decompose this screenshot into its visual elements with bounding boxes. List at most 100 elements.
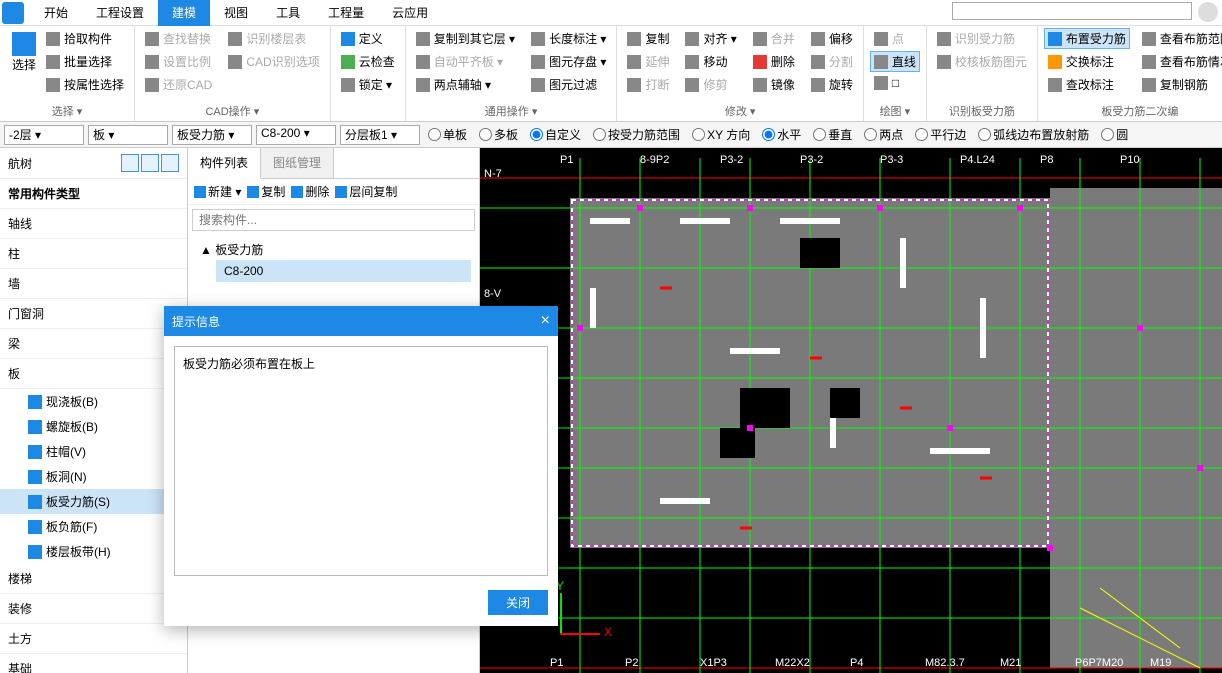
category-轴线[interactable]: 轴线 <box>0 209 187 239</box>
tool-复制[interactable]: 复制 <box>247 183 285 200</box>
menu-工程量[interactable]: 工程量 <box>314 0 378 26</box>
ribbon-合并[interactable]: 合并 <box>749 28 799 49</box>
ribbon-直线[interactable]: 直线 <box>870 51 920 72</box>
tool-新建[interactable]: 新建 ▾ <box>194 183 241 200</box>
ribbon-查找替换[interactable]: 查找替换 <box>141 28 216 49</box>
view-mode-buttons[interactable] <box>121 154 179 172</box>
ribbon-自动平齐板[interactable]: 自动平齐板 ▾ <box>412 51 519 72</box>
component-search-input[interactable] <box>192 209 475 231</box>
ribbon-CAD识别选项[interactable]: CAD识别选项 <box>224 51 323 72</box>
category-梁[interactable]: 梁 <box>0 329 187 359</box>
ribbon-交换标注[interactable]: 交换标注 <box>1044 51 1130 72</box>
user-avatar[interactable] <box>1198 2 1218 22</box>
ribbon-识别受力筋[interactable]: 识别受力筋 <box>933 28 1031 49</box>
ribbon-复制到其它层[interactable]: 复制到其它层 ▾ <box>412 28 519 49</box>
radio-多板[interactable]: 多板 <box>475 126 522 143</box>
grid-label-top: P3-2 <box>800 154 823 166</box>
category-common[interactable]: 常用构件类型 <box>0 179 187 209</box>
radio-平行边[interactable]: 平行边 <box>911 126 970 143</box>
drawing-canvas[interactable]: P18-9P2P3-2P3-2P3-3P4.L24P8P10N-78-VNLGN… <box>480 148 1222 673</box>
ribbon-修剪[interactable]: 修剪 <box>681 74 740 95</box>
ribbon-锁定[interactable]: 锁定 ▾ <box>337 74 399 95</box>
category-墙[interactable]: 墙 <box>0 269 187 299</box>
slab-item-现浇板(B)[interactable]: 现浇板(B) <box>0 389 187 414</box>
ribbon-设置比例[interactable]: 设置比例 <box>141 51 216 72</box>
slab-item-板洞(N)[interactable]: 板洞(N) <box>0 464 187 489</box>
tool-层间复制[interactable]: 层间复制 <box>335 183 397 200</box>
selector-member[interactable]: 板受力筋 ▾ <box>172 125 252 145</box>
ribbon-定义[interactable]: 定义 <box>337 28 399 49</box>
tab-图纸管理[interactable]: 图纸管理 <box>261 148 334 178</box>
category-柱[interactable]: 柱 <box>0 239 187 269</box>
slab-item-板负筋(F)[interactable]: 板负筋(F) <box>0 514 187 539</box>
global-search-input[interactable] <box>952 2 1192 20</box>
ribbon-两点辅轴[interactable]: 两点辅轴 ▾ <box>412 74 519 95</box>
ribbon-查改标注[interactable]: 查改标注 <box>1044 74 1130 95</box>
ribbon-分割[interactable]: 分割 <box>807 51 857 72</box>
ribbon-图元存盘[interactable]: 图元存盘 ▾ <box>527 51 610 72</box>
selector-layer[interactable]: 分层板1 ▾ <box>340 125 420 145</box>
slab-item-柱帽(V)[interactable]: 柱帽(V) <box>0 439 187 464</box>
menu-建模[interactable]: 建模 <box>158 0 210 26</box>
ribbon-云检查[interactable]: 云检查 <box>337 51 399 72</box>
category-土方[interactable]: 土方 <box>0 624 187 654</box>
menu-工程设置[interactable]: 工程设置 <box>82 0 158 26</box>
slab-item-楼层板带(H)[interactable]: 楼层板带(H) <box>0 539 187 564</box>
ribbon-查看布筋情况[interactable]: 查看布筋情况 <box>1138 51 1222 72</box>
radio-按受力筋范围[interactable]: 按受力筋范围 <box>589 126 684 143</box>
ribbon-长度标注[interactable]: 长度标注 ▾ <box>527 28 610 49</box>
ribbon-镜像[interactable]: 镜像 <box>749 74 799 95</box>
tree-root-node[interactable]: ▲ 板受力筋 <box>196 239 471 260</box>
menu-工具[interactable]: 工具 <box>262 0 314 26</box>
ribbon-识别楼层表[interactable]: 识别楼层表 <box>224 28 323 49</box>
category-slab[interactable]: 板 <box>0 359 187 389</box>
ribbon-布置受力筋[interactable]: 布置受力筋 <box>1044 28 1130 49</box>
radio-垂直[interactable]: 垂直 <box>809 126 856 143</box>
ribbon-延伸[interactable]: 延伸 <box>623 51 673 72</box>
tree-leaf-node[interactable]: C8-200 <box>216 260 471 282</box>
dialog-close-button[interactable]: 关闭 <box>488 590 548 615</box>
radio-自定义[interactable]: 自定义 <box>526 126 585 143</box>
radio-XY 方向[interactable]: XY 方向 <box>688 126 754 143</box>
ribbon-big-选择[interactable]: 选择 <box>6 28 42 77</box>
ribbon-旋转[interactable]: 旋转 <box>807 74 857 95</box>
ribbon-删除[interactable]: 删除 <box>749 51 799 72</box>
ribbon-偏移[interactable]: 偏移 <box>807 28 857 49</box>
category-基础[interactable]: 基础 <box>0 654 187 673</box>
ribbon-拾取构件[interactable]: 拾取构件 <box>42 28 128 49</box>
ribbon-点[interactable]: 点 <box>870 28 920 49</box>
category-楼梯[interactable]: 楼梯 <box>0 564 187 594</box>
ribbon-对齐[interactable]: 对齐 ▾ <box>681 28 740 49</box>
tab-构件列表[interactable]: 构件列表 <box>188 148 261 179</box>
category-门窗洞[interactable]: 门窗洞 <box>0 299 187 329</box>
radio-两点[interactable]: 两点 <box>860 126 907 143</box>
ribbon-校核板筋图元[interactable]: 校核板筋图元 <box>933 51 1031 72</box>
menu-视图[interactable]: 视图 <box>210 0 262 26</box>
ribbon-复制钢筋[interactable]: 复制钢筋 <box>1138 74 1222 95</box>
selector-spec[interactable]: C8-200 ▾ <box>256 125 336 145</box>
dialog-close-icon[interactable]: × <box>541 312 550 330</box>
menu-开始[interactable]: 开始 <box>30 0 82 26</box>
ribbon-移动[interactable]: 移动 <box>681 51 740 72</box>
ribbon-复制[interactable]: 复制 <box>623 28 673 49</box>
dialog-titlebar[interactable]: 提示信息 × <box>164 306 558 336</box>
ribbon-还原CAD[interactable]: 还原CAD <box>141 74 216 95</box>
radio-水平[interactable]: 水平 <box>758 126 805 143</box>
slab-item-螺旋板(B)[interactable]: 螺旋板(B) <box>0 414 187 439</box>
ribbon-查看布筋范围[interactable]: 查看布筋范围 <box>1138 28 1222 49</box>
floor-plan-svg <box>480 148 1222 673</box>
radio-弧线边布置放射筋[interactable]: 弧线边布置放射筋 <box>974 126 1093 143</box>
ribbon-□[interactable]: □ <box>870 74 920 92</box>
radio-单板[interactable]: 单板 <box>424 126 471 143</box>
ribbon-图元过滤[interactable]: 图元过滤 <box>527 74 610 95</box>
radio-圆[interactable]: 圆 <box>1097 126 1132 143</box>
ribbon-批量选择[interactable]: 批量选择 <box>42 51 128 72</box>
ribbon-打断[interactable]: 打断 <box>623 74 673 95</box>
slab-item-板受力筋(S)[interactable]: 板受力筋(S) <box>0 489 187 514</box>
category-装修[interactable]: 装修 <box>0 594 187 624</box>
ribbon-按属性选择[interactable]: 按属性选择 <box>42 74 128 95</box>
tool-删除[interactable]: 删除 <box>291 183 329 200</box>
menu-云应用[interactable]: 云应用 <box>378 0 442 26</box>
selector-floor[interactable]: -2层 ▾ <box>4 125 84 145</box>
selector-type[interactable]: 板 ▾ <box>88 125 168 145</box>
